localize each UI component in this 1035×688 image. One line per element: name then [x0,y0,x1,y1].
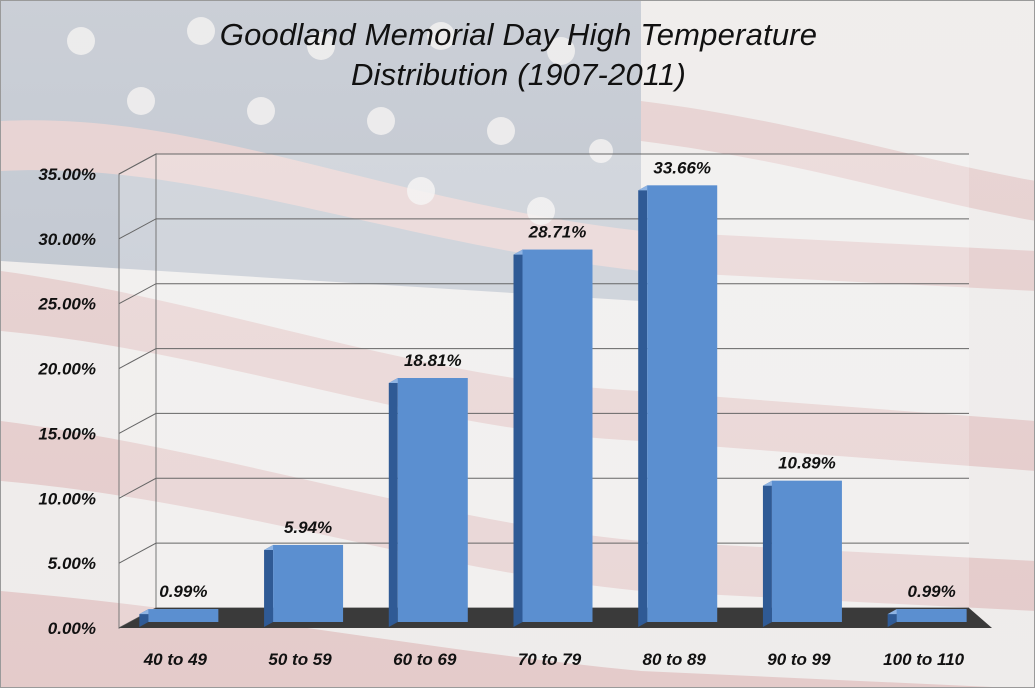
bar-side [762,480,772,627]
x-tick-label: 50 to 59 [268,650,332,669]
y-tick-label: 15.00% [38,424,96,443]
data-label: 5.94% [284,518,332,537]
chart-title: Goodland Memorial Day High Temperature D… [1,15,1034,95]
bar-face [647,185,718,622]
bar [762,480,842,627]
bar [139,609,219,627]
bar [388,378,468,627]
bar [638,185,718,627]
data-label: 33.66% [653,158,711,177]
data-label: 18.81% [404,351,462,370]
y-tick-label: 10.00% [38,489,96,508]
x-axis-tick-labels: 40 to 49 50 to 59 60 to 69 70 to 79 80 to 89… [143,650,965,669]
bar-side [264,544,274,627]
y-tick-label: 30.00% [38,230,96,249]
bar-side [638,185,648,627]
x-tick-label: 40 to 49 [143,650,208,669]
side-wall [118,153,157,629]
data-label: 0.99% [908,582,956,601]
chart-title-line-1: Goodland Memorial Day High Temperature [219,17,818,52]
y-tick-label: 25.00% [37,295,96,314]
x-tick-label: 80 to 89 [643,650,707,669]
x-tick-label: 90 to 99 [767,650,831,669]
data-label: 28.71% [528,223,587,242]
x-tick-label: 100 to 110 [883,650,965,669]
x-tick-label: 60 to 69 [393,650,457,669]
y-tick-label: 5.00% [48,554,96,573]
y-tick-label: 35.00% [38,165,96,184]
y-tick-label: 0.00% [48,619,96,638]
y-axis-tick-labels: 0.00% 5.00% 10.00% 15.00% 20.00% 25.00% 30.00%… [37,165,96,638]
bars [139,185,967,628]
bar-face [896,609,967,622]
bar [513,249,593,628]
chart-title-line-2: Distribution (1907-2011) [350,57,687,92]
data-labels: 0.99% 5.94% 18.81% 28.71% 33.66% 10.89% 0.99% [159,158,955,601]
y-tick-label: 20.00% [37,360,96,379]
data-label: 0.99% [159,582,207,601]
bar-face [148,609,219,622]
bar-face [397,378,468,622]
gridline [118,153,969,175]
bar [264,544,344,627]
bar [887,609,967,627]
data-label: 10.89% [778,454,836,473]
x-tick-label: 70 to 79 [518,650,582,669]
bar-side [513,249,523,628]
bar-face [522,249,593,623]
bar-face [771,480,842,622]
bar-side [388,378,398,627]
bar-face [273,544,344,622]
